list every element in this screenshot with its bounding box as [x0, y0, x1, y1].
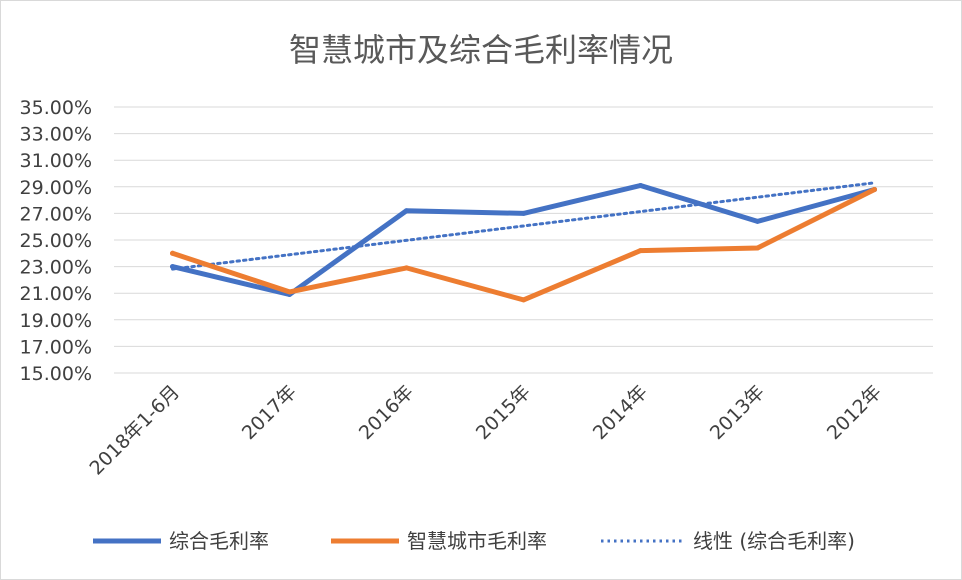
- chart-title: 智慧城市及综合毛利率情况: [289, 31, 673, 69]
- y-tick-label: 33.00%: [20, 124, 92, 146]
- x-tick-label: 2015年: [472, 381, 535, 444]
- y-axis-tick-labels: 15.00% 17.00% 19.00% 21.00% 23.00% 25.00% 27.0…: [20, 97, 92, 385]
- data-point: [638, 248, 643, 254]
- y-tick-label: 15.00%: [20, 363, 92, 385]
- y-tick-label: 27.00%: [20, 203, 92, 225]
- data-point: [170, 264, 175, 270]
- data-point: [872, 187, 877, 192]
- legend-label-trendline: 线性 (综合毛利率): [693, 529, 855, 553]
- y-tick-label: 29.00%: [20, 177, 92, 199]
- data-point: [755, 218, 760, 224]
- x-tick-label: 2014年: [589, 381, 652, 444]
- legend-label-series-2: 智慧城市毛利率: [407, 529, 547, 553]
- y-tick-label: 23.00%: [20, 257, 92, 279]
- data-point: [170, 250, 175, 256]
- series-line-2: [170, 187, 877, 303]
- data-point: [638, 183, 643, 188]
- y-tick-label: 17.00%: [20, 336, 92, 358]
- trendline-line: [171, 181, 876, 271]
- legend: 综合毛利率 智慧城市毛利率 线性 (综合毛利率): [93, 529, 855, 553]
- x-axis-tick-labels: 2018年1-6月 2017年 2016年 2015年 2014年 2013年 2012年: [85, 381, 886, 480]
- legend-label-series-1: 综合毛利率: [169, 529, 269, 553]
- data-point: [755, 245, 760, 251]
- y-tick-label: 35.00%: [20, 97, 92, 119]
- y-tick-label: 31.00%: [20, 150, 92, 172]
- x-tick-label: 2016年: [355, 381, 418, 444]
- y-tick-label: 21.00%: [20, 283, 92, 305]
- data-point: [404, 265, 409, 271]
- gridlines: [114, 106, 933, 374]
- trendline-layer: [171, 181, 876, 271]
- data-point: [404, 208, 409, 214]
- data-point: [521, 297, 526, 303]
- series-layer: [170, 183, 877, 303]
- x-tick-label: 2017年: [238, 381, 301, 444]
- data-point: [521, 210, 526, 216]
- x-tick-label: 2018年1-6月: [85, 381, 184, 480]
- x-tick-label: 2012年: [823, 381, 886, 444]
- data-point: [287, 289, 292, 295]
- y-tick-label: 25.00%: [20, 230, 92, 252]
- x-tick-label: 2013年: [706, 381, 769, 444]
- y-tick-label: 19.00%: [20, 310, 92, 332]
